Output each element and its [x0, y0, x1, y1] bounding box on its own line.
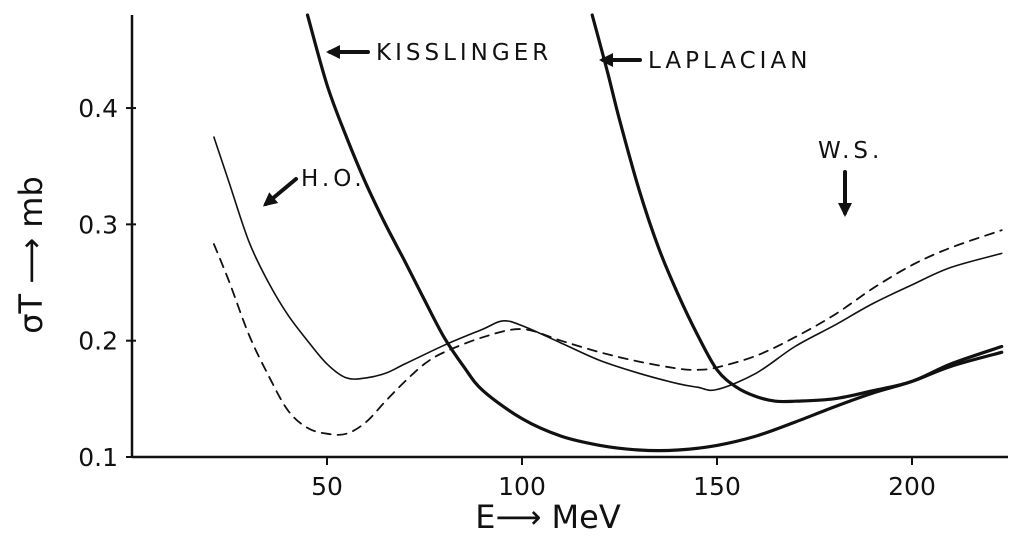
x-tick-label: 150: [693, 472, 741, 501]
annotations: KISSLINGER LAPLACIAN H.O. W.S.: [262, 40, 883, 217]
series-h-o-line: [213, 136, 1003, 392]
x-tick-label: 200: [888, 472, 936, 501]
annotation-label-laplacian: LAPLACIAN: [648, 48, 811, 74]
annotation-label-w-s: W.S.: [818, 138, 883, 164]
y-tick-label: 0.1: [78, 443, 118, 472]
x-axis-title: E⟶ MeV: [475, 498, 621, 536]
annotation-label-kisslinger: KISSLINGER: [376, 40, 552, 66]
arrow-head-icon: [262, 192, 279, 207]
y-tick-label: 0.2: [78, 327, 118, 356]
x-tick-label: 50: [311, 472, 343, 501]
arrow-head-icon: [326, 45, 340, 59]
curves: [213, 13, 1004, 453]
series-w-s-line: [213, 229, 1003, 436]
x-tick-label: 100: [498, 472, 546, 501]
arrow-head-icon: [599, 53, 613, 67]
series-laplacian-line: [590, 13, 1004, 404]
series-kisslinger-line: [305, 13, 1004, 453]
y-axis-title: σT ⟶ mb: [12, 176, 50, 334]
y-tick-label: 0.3: [78, 210, 118, 239]
y-tick-label: 0.4: [78, 94, 118, 123]
annotation-label-h-o: H.O.: [301, 166, 366, 192]
ticks: 50 100 150 200 0.1 0.2 0.3 0.4: [78, 94, 936, 501]
axes: [130, 15, 1008, 459]
arrow-head-icon: [838, 203, 852, 217]
